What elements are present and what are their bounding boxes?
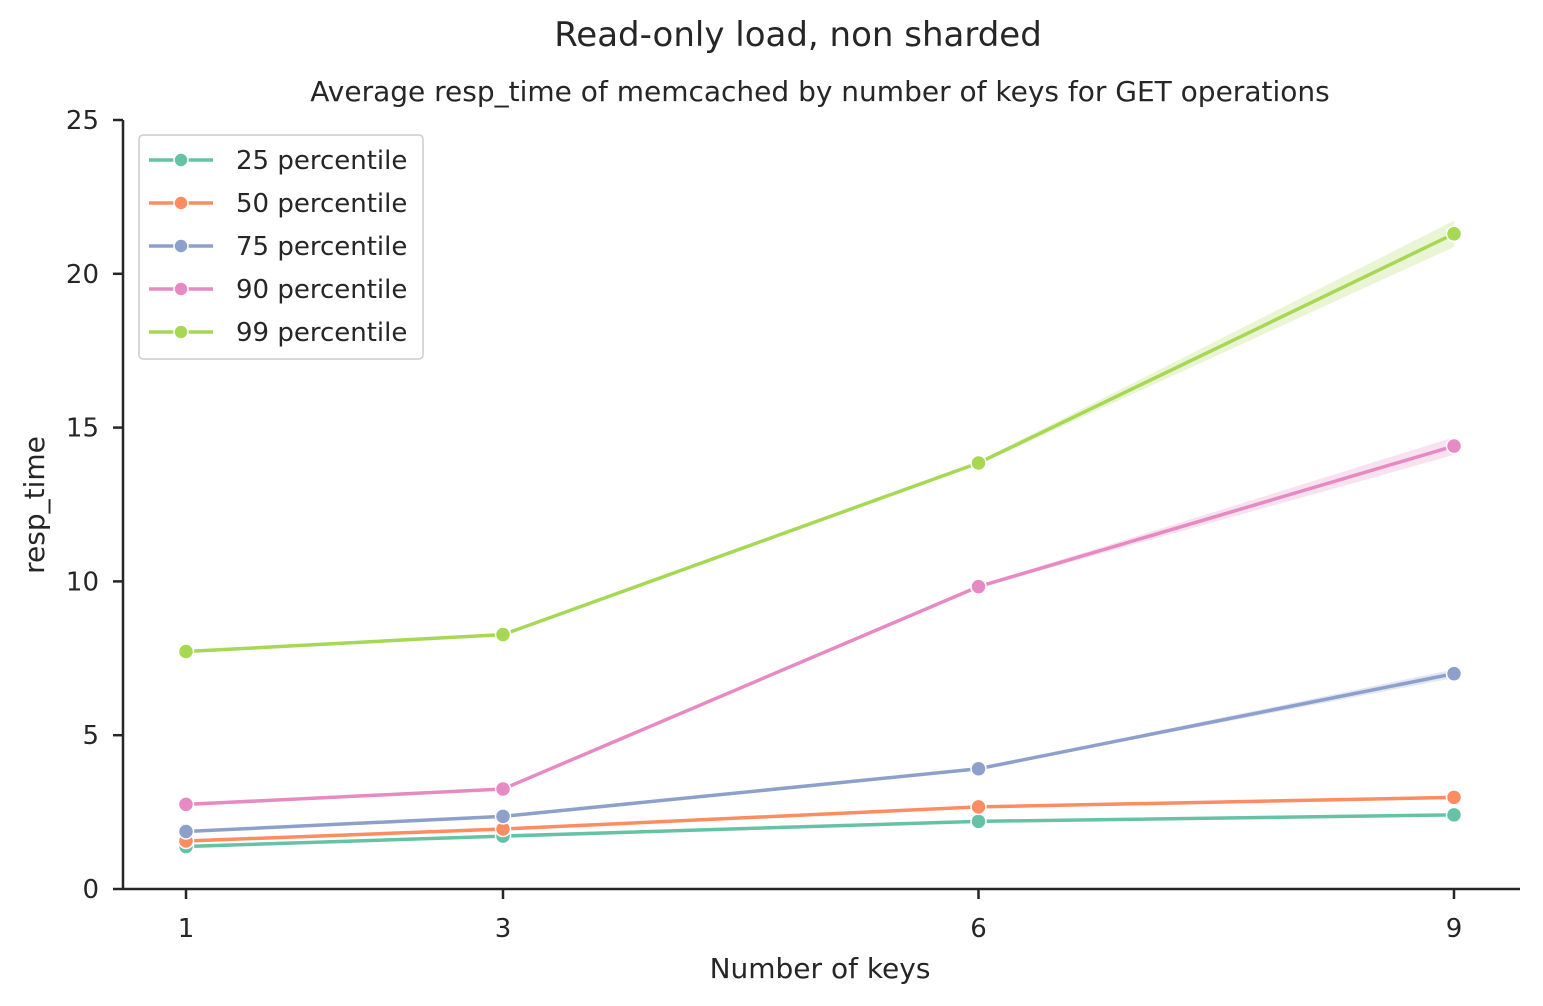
series-line bbox=[185, 813, 1455, 849]
data-point bbox=[970, 454, 987, 472]
y-tick-label: 25 bbox=[66, 106, 99, 136]
legend-box bbox=[138, 134, 424, 360]
x-tick-label: 9 bbox=[1446, 914, 1463, 944]
legend-label: 25 percentile bbox=[236, 146, 407, 176]
data-point bbox=[494, 626, 512, 643]
legend-marker bbox=[173, 152, 189, 168]
data-point bbox=[1445, 789, 1463, 806]
series-line bbox=[185, 795, 1455, 843]
series-band bbox=[186, 669, 1454, 832]
y-tick-label: 15 bbox=[66, 414, 99, 444]
legend-marker bbox=[173, 238, 189, 254]
series-lines bbox=[185, 232, 1455, 849]
x-tick-label: 6 bbox=[970, 914, 987, 944]
legend: 25 percentile 50 percentile 75 percentile 9… bbox=[138, 134, 424, 360]
series-band bbox=[186, 437, 1454, 805]
data-point bbox=[970, 760, 987, 777]
data-point bbox=[494, 780, 512, 798]
data-point bbox=[970, 813, 987, 830]
legend-marker bbox=[173, 195, 189, 211]
data-point bbox=[970, 798, 987, 816]
x-tick-label: 1 bbox=[178, 914, 195, 944]
series-line bbox=[185, 671, 1455, 834]
axes bbox=[121, 120, 1520, 891]
chart-title: Read-only load, non sharded bbox=[554, 15, 1042, 55]
legend-marker bbox=[173, 281, 189, 297]
y-ticks: 0 5 10 15 20 25 bbox=[66, 106, 123, 905]
legend-label: 50 percentile bbox=[236, 189, 407, 219]
y-tick-label: 0 bbox=[82, 875, 99, 905]
data-point bbox=[1445, 437, 1463, 455]
y-axis-label: resp_time bbox=[18, 436, 51, 574]
x-ticks: 1 3 6 9 bbox=[178, 889, 1463, 944]
data-point bbox=[970, 578, 987, 595]
data-point bbox=[1445, 665, 1463, 682]
data-point bbox=[1445, 806, 1463, 824]
chart-subtitle: Average resp_time of memcached by number… bbox=[310, 75, 1329, 108]
legend-label: 99 percentile bbox=[236, 318, 407, 348]
data-point bbox=[177, 796, 195, 813]
y-tick-label: 10 bbox=[66, 567, 99, 597]
x-tick-label: 3 bbox=[495, 914, 512, 944]
data-point bbox=[177, 823, 195, 840]
legend-marker bbox=[173, 324, 189, 340]
data-point bbox=[1445, 225, 1463, 243]
data-point bbox=[177, 643, 195, 660]
series-line bbox=[185, 232, 1455, 654]
legend-label: 90 percentile bbox=[236, 275, 407, 305]
y-tick-label: 5 bbox=[82, 721, 99, 751]
legend-label: 75 percentile bbox=[236, 232, 407, 262]
x-axis-label: Number of keys bbox=[710, 952, 931, 985]
data-point bbox=[494, 808, 512, 825]
series-points bbox=[177, 225, 1463, 855]
y-tick-label: 20 bbox=[66, 260, 99, 290]
series-line bbox=[185, 444, 1455, 807]
